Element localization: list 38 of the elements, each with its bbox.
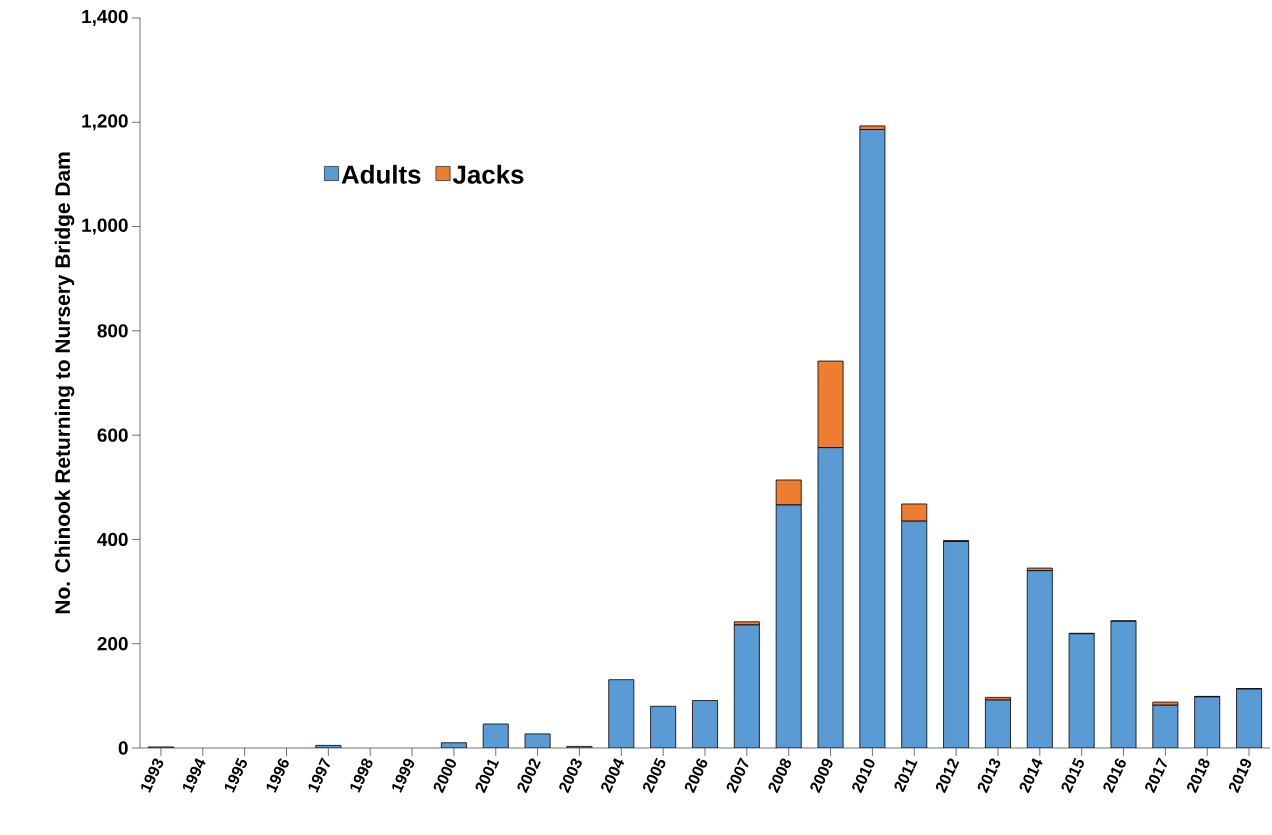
x-tick-label: 1999 [392, 758, 415, 793]
y-tick-label: 1,000 [82, 218, 128, 235]
x-tick-label: 1994 [182, 758, 206, 793]
x-tick-label: 2017 [1145, 757, 1168, 794]
y-tick-label: 1,400 [82, 9, 128, 27]
y-tick-label: 0 [118, 741, 128, 755]
x-tick-label: 2010 [852, 758, 875, 794]
x-tick-label: 2005 [642, 757, 666, 794]
x-tick-label: 1995 [224, 757, 247, 793]
y-tick-label: 1,200 [82, 114, 128, 131]
x-tick-label: 2012 [935, 758, 960, 794]
y-tick-label: 200 [97, 636, 128, 651]
legend-label: Jacks [452, 164, 524, 184]
x-tick-label: 2011 [894, 759, 918, 793]
x-tick-label: 2006 [684, 758, 708, 794]
y-tick-label: 800 [97, 324, 128, 338]
x-tick-label: 2018 [1187, 758, 1210, 794]
x-tick-label: 2019 [1228, 758, 1252, 794]
y-axis-title: No. Chinook Returning to Nursery Bridge Dam [54, 152, 75, 614]
x-tick-label: 2014 [1019, 758, 1043, 794]
x-tick-label: 2008 [768, 758, 791, 794]
legend-label: Adults [341, 164, 421, 184]
x-tick-label: 2002 [517, 758, 541, 794]
x-tick-label: 1993 [141, 758, 164, 793]
x-tick-label: 1996 [266, 758, 289, 793]
x-tick-label: 2004 [601, 758, 625, 794]
x-tick-label: 1997 [308, 757, 330, 793]
x-tick-label: 2013 [977, 758, 1001, 794]
x-tick-label: 2009 [810, 758, 833, 794]
x-tick-label: 2000 [433, 758, 456, 794]
x-tick-label: 2007 [726, 757, 749, 794]
y-tick-label: 600 [97, 428, 128, 442]
x-tick-label: 2016 [1103, 758, 1126, 794]
x-tick-label: 1998 [350, 758, 373, 793]
x-tick-label: 2003 [559, 758, 582, 794]
x-tick-label: 2001 [475, 759, 500, 794]
y-tick-label: 400 [97, 532, 128, 547]
x-tick-label: 2015 [1061, 757, 1084, 794]
